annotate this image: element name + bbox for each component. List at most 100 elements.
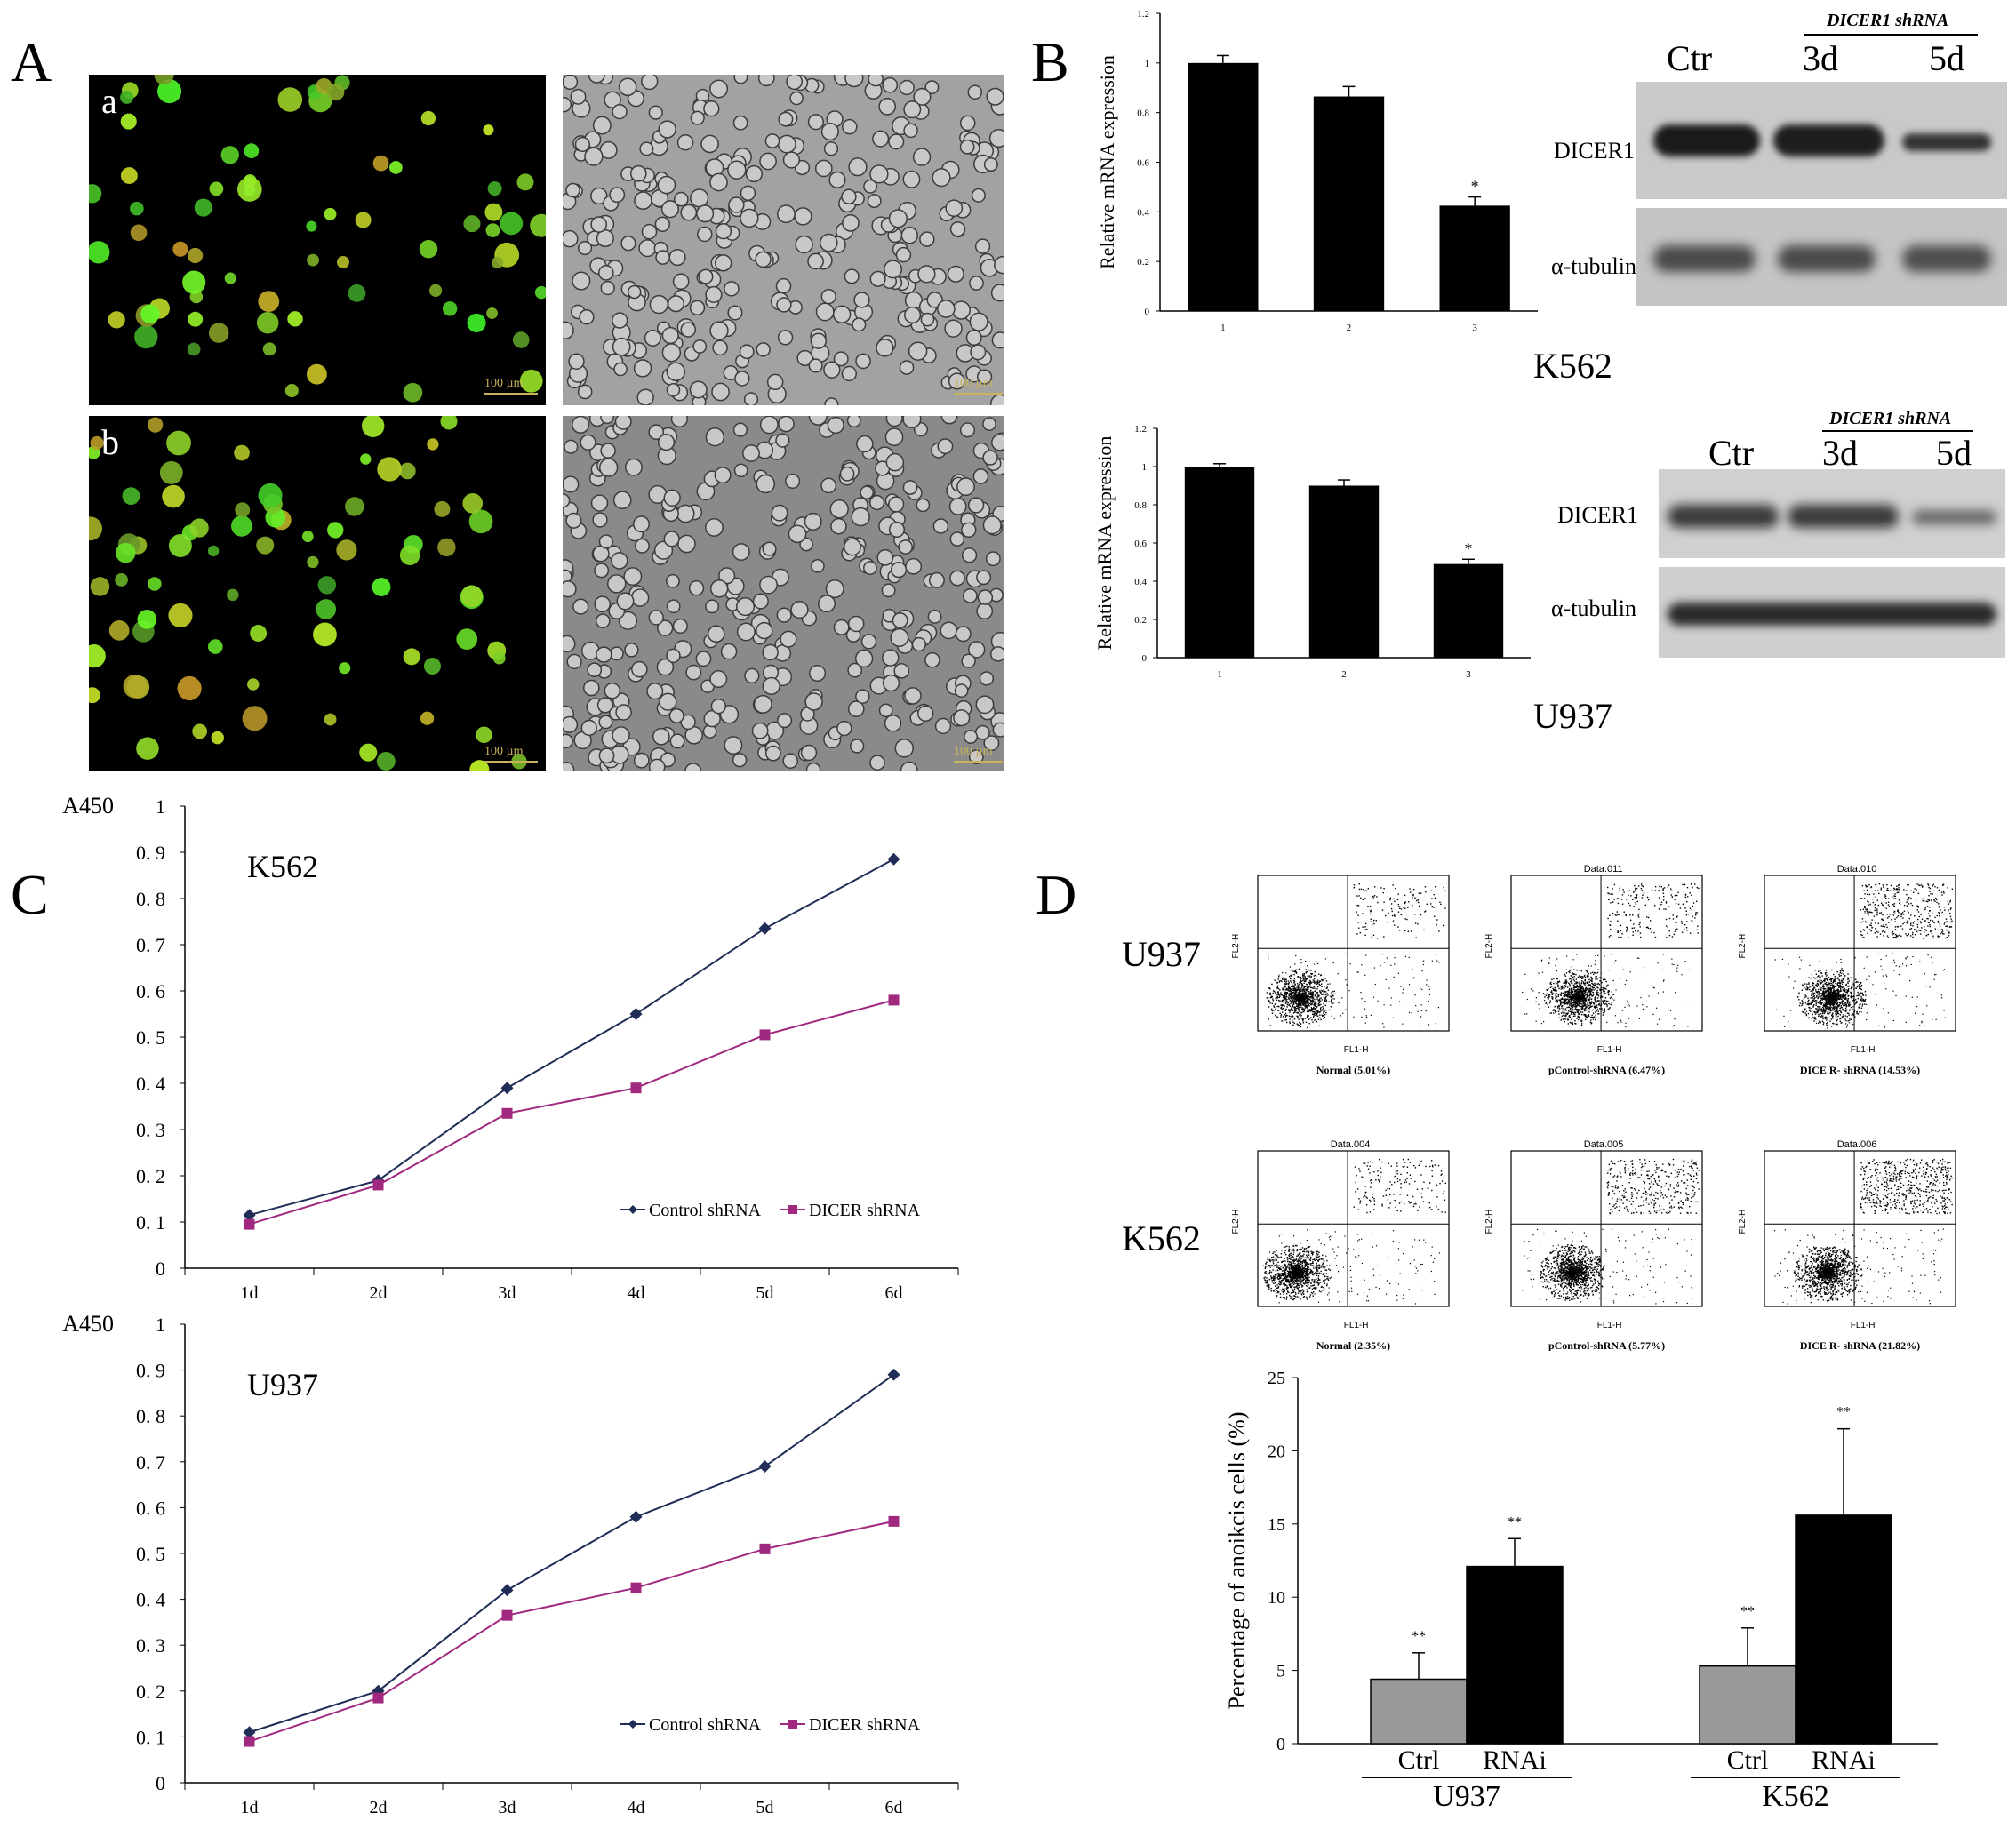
flow-event — [1578, 995, 1580, 998]
flow-event — [1310, 1002, 1313, 1005]
flow-event — [1374, 983, 1376, 986]
flow-event — [1317, 995, 1319, 998]
flow-event — [1294, 963, 1296, 965]
flow-event — [1584, 1001, 1587, 1002]
flow-event — [1282, 1004, 1284, 1006]
flow-event — [1660, 901, 1663, 904]
flow-event — [1829, 996, 1832, 999]
flow-event — [1327, 989, 1330, 991]
flow-event — [1630, 895, 1632, 897]
flow-event — [1391, 910, 1393, 913]
flow-event — [1301, 986, 1303, 988]
flow-event — [1662, 888, 1664, 890]
flow-event — [1577, 996, 1580, 998]
flow-event — [1284, 1010, 1286, 1012]
flow-event — [1579, 1016, 1580, 1018]
flow-event — [1321, 990, 1324, 992]
flow-event — [1307, 1015, 1308, 1017]
legend-marker — [788, 1205, 797, 1214]
fluorescent-cell — [388, 161, 403, 174]
flow-event — [1837, 998, 1839, 1001]
flow-event — [1301, 1000, 1303, 1002]
flow-event — [1647, 927, 1650, 930]
flow-event — [1823, 987, 1826, 990]
brightfield-cell — [808, 358, 823, 373]
x-tick-label: 1d — [241, 1283, 259, 1303]
flow-event — [1326, 986, 1328, 988]
flow-event — [1567, 994, 1570, 995]
brightfield-cell — [778, 111, 794, 127]
flow-event — [1284, 1014, 1286, 1016]
flow-event — [1300, 989, 1302, 991]
flow-event — [1404, 894, 1406, 897]
flow-event — [1560, 993, 1563, 994]
brightfield-cell — [612, 104, 628, 120]
flow-event — [1400, 914, 1403, 916]
flow-event — [1833, 995, 1836, 997]
flow-event — [1584, 1015, 1586, 1017]
fluorescent-cell — [485, 223, 500, 237]
flow-event — [1599, 989, 1601, 992]
flow-event — [1301, 979, 1304, 982]
flow-event — [1407, 907, 1409, 909]
flow-event — [1319, 998, 1321, 1000]
flow-event — [1593, 989, 1595, 991]
flow-event — [1321, 986, 1323, 988]
flow-event — [1577, 1001, 1579, 1002]
flow-event — [1571, 988, 1572, 991]
flow-event — [1392, 920, 1395, 922]
flow-event — [1583, 999, 1586, 1002]
flow-event — [1392, 914, 1394, 917]
flow-event — [1576, 1002, 1578, 1005]
flow-event — [1578, 996, 1580, 999]
flow-event — [1601, 996, 1603, 998]
brightfield-cell — [580, 434, 596, 451]
flow-event — [1638, 923, 1640, 926]
flow-event — [1639, 936, 1642, 938]
flow-event — [1282, 988, 1284, 990]
flow-event — [1281, 1009, 1283, 1010]
flow-event — [1841, 981, 1843, 983]
flow-event — [1578, 1005, 1580, 1007]
flow-event — [1370, 909, 1372, 911]
flow-event — [1526, 998, 1528, 1001]
flow-event — [1293, 1007, 1295, 1009]
flow-event — [1591, 971, 1594, 973]
flow-event — [1300, 997, 1302, 999]
flow-event — [1578, 995, 1580, 998]
flow-event — [1578, 996, 1580, 998]
flow-event — [1318, 980, 1321, 982]
flow-event — [1595, 1007, 1596, 1009]
fluorescent-cell — [372, 155, 389, 172]
brightfield-cell — [646, 683, 664, 700]
flow-event — [1320, 992, 1322, 994]
flow-event — [1839, 1002, 1842, 1005]
flow-event — [1578, 995, 1580, 997]
flow-event — [1577, 994, 1579, 996]
flow-event — [1578, 996, 1580, 999]
brightfield-cell — [727, 160, 747, 180]
flow-event — [1676, 916, 1677, 918]
y-axis-label: Relative mRNA expression — [1093, 436, 1116, 651]
x-tick-label: 6d — [885, 1798, 903, 1817]
flow-event — [1301, 998, 1304, 1001]
flow-event — [1597, 992, 1599, 994]
flow-event — [1554, 990, 1556, 992]
flow-event — [1662, 899, 1665, 901]
flow-event — [1572, 973, 1575, 975]
flow-event — [1860, 984, 1863, 986]
brightfield-cell — [709, 670, 728, 689]
flow-event — [1299, 1013, 1300, 1015]
flow-event — [1294, 998, 1297, 1001]
y-tick-label: 0.2 — [1137, 257, 1149, 268]
flow-event — [1634, 884, 1636, 887]
flow-event — [1581, 998, 1583, 1000]
flow-event — [1817, 997, 1819, 1000]
flow-event — [1578, 996, 1580, 999]
flow-event — [1404, 902, 1406, 904]
flow-event — [1828, 988, 1831, 991]
flow-event — [1284, 986, 1286, 988]
flow-event — [1313, 1004, 1315, 1006]
flow-event — [1589, 992, 1591, 994]
flow-event — [1296, 988, 1299, 991]
